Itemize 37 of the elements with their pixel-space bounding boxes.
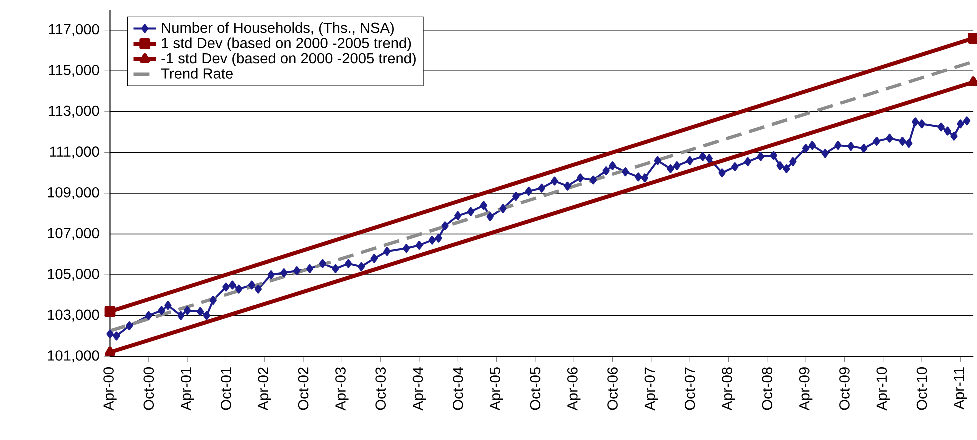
x-tick-label: Oct-07 (684, 368, 696, 410)
x-tick-label: Oct-03 (376, 367, 386, 410)
legend-label: Number of Households, (Ths., NSA) (162, 22, 394, 36)
x-tick-label: Apr-06 (568, 367, 581, 411)
x-tick-label: Apr-02 (258, 368, 272, 411)
y-tick-label: 109,000 (48, 187, 100, 200)
point (104, 306, 116, 318)
x-tick-label: Oct-08 (762, 367, 773, 410)
y-tick-label: 103,000 (48, 310, 100, 322)
x-tick-label: Apr-10 (876, 367, 890, 411)
x-tick-label: Apr-00 (104, 367, 117, 411)
x-tick-label: Apr-09 (799, 368, 813, 411)
x-tick-label: Oct-09 (840, 368, 850, 410)
y-tick-label: 107,000 (48, 228, 100, 240)
legend-label: 1 std Dev (based on 2000 -2005 trend) (162, 38, 412, 52)
x-tick-label: Oct-05 (530, 367, 541, 410)
x-tick-label: Oct-02 (298, 368, 309, 410)
x-tick-label: Apr-11 (954, 368, 968, 410)
x-tick-label: Oct-04 (452, 367, 464, 410)
y-tick-label: 111,000 (50, 146, 100, 159)
x-tick-label: Apr-07 (644, 368, 658, 411)
y-tick-label: 113,000 (49, 106, 100, 118)
y-tick-label: 117,000 (49, 24, 100, 36)
y-tick-label: 115,000 (49, 64, 100, 78)
x-tick-label: Apr-05 (490, 367, 504, 411)
x-tick-label: Apr-04 (412, 367, 426, 411)
x-tick-label: Apr-08 (722, 367, 736, 411)
x-tick-label: Oct-00 (144, 367, 154, 410)
legend-label: -1 std Dev (based on 2000 -2005 trend) (162, 52, 416, 66)
x-tick-label: Apr-01 (180, 368, 194, 411)
legend-label: Trend Rate (161, 68, 233, 79)
x-tick-label: Oct-10 (916, 367, 928, 410)
x-tick-label: Oct-06 (608, 367, 618, 410)
y-tick-label: 101,000 (48, 350, 100, 363)
x-tick-label: Apr-03 (336, 367, 349, 411)
x-tick-label: Oct-01 (221, 368, 232, 410)
y-tick-label: 105,000 (48, 268, 100, 281)
